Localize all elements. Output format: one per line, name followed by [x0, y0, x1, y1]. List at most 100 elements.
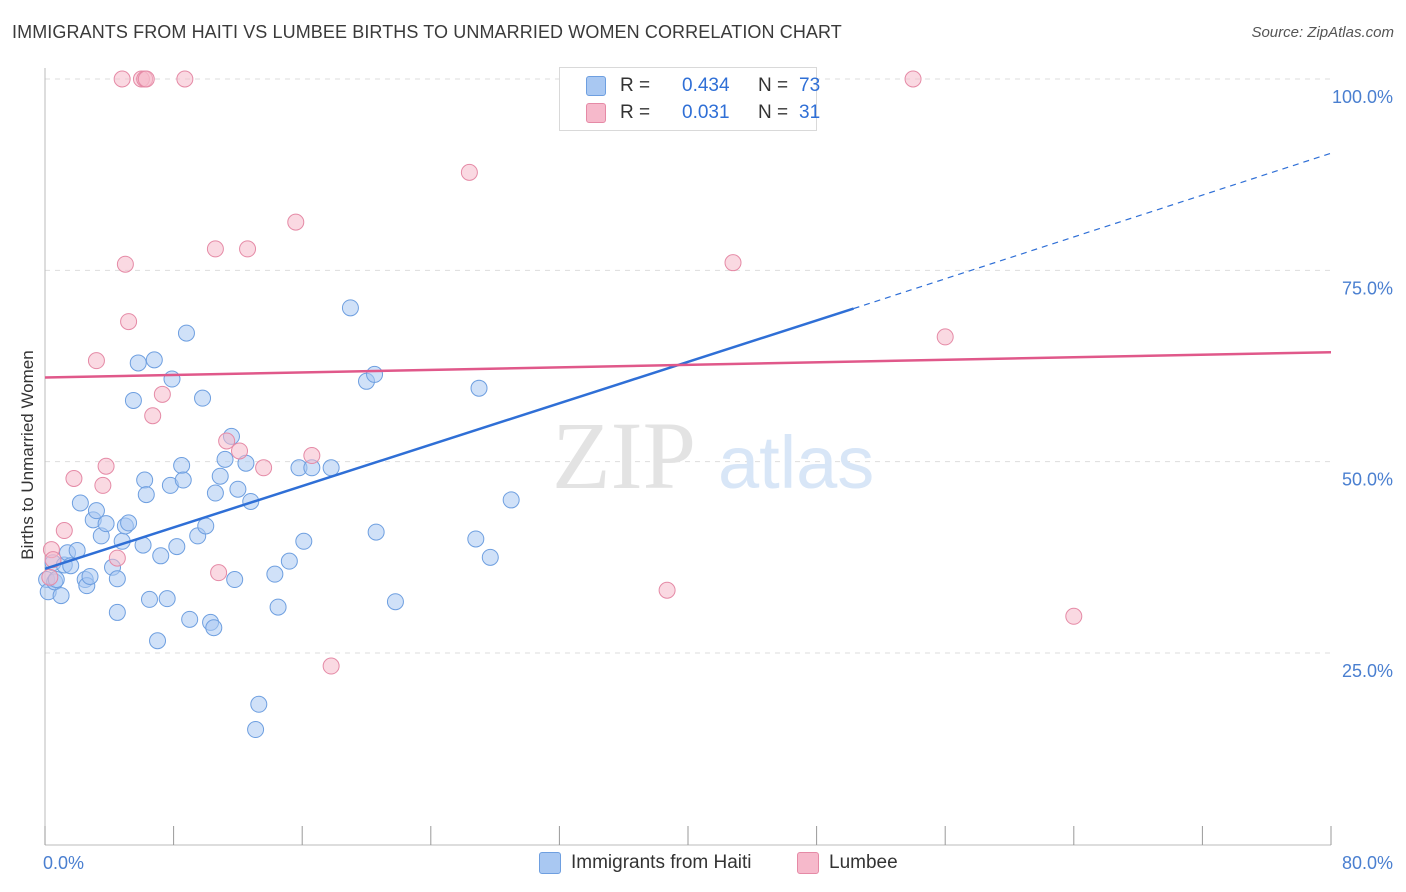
haiti-point — [197, 517, 215, 535]
haiti-point — [226, 571, 244, 589]
haiti-point — [168, 538, 186, 556]
r-value: 0.031 — [682, 102, 730, 123]
haiti-point — [173, 456, 191, 474]
lumbee-point — [936, 328, 954, 346]
haiti-trend-line — [44, 307, 854, 571]
lumbee-point — [120, 313, 138, 331]
haiti-point — [206, 484, 224, 502]
lumbee-point — [113, 70, 131, 88]
haiti-point — [152, 547, 170, 565]
trend-lines — [44, 152, 1332, 571]
legend-item-lumbee[interactable]: Lumbee — [797, 852, 898, 874]
r-label: R = — [620, 102, 651, 123]
n-label: N = — [758, 102, 789, 123]
haiti-point — [250, 695, 268, 713]
haiti-point — [158, 590, 176, 608]
y-tick-label: 50.0% — [1342, 470, 1393, 490]
haiti-point — [97, 515, 115, 533]
haiti-legend-swatch — [539, 852, 561, 874]
haiti-point — [87, 502, 105, 520]
haiti-point — [145, 351, 163, 369]
haiti-point — [229, 480, 247, 498]
lumbee-point — [206, 240, 224, 258]
lumbee-point — [108, 549, 126, 567]
haiti-point — [295, 532, 313, 550]
haiti-point — [341, 299, 359, 317]
r-label: R = — [620, 75, 651, 96]
lumbee-point — [137, 70, 155, 88]
n-label: N = — [758, 75, 789, 96]
lumbee-point — [41, 568, 59, 586]
haiti-point — [149, 632, 167, 650]
haiti-point — [266, 565, 284, 583]
lumbee-point — [322, 657, 340, 675]
lumbee-point — [65, 470, 83, 488]
haiti-point — [367, 523, 385, 541]
lumbee-point — [460, 163, 478, 181]
x-tick-label: 0.0% — [43, 853, 84, 873]
legend-label-lumbee: Lumbee — [829, 852, 898, 873]
haiti-point — [386, 593, 404, 611]
haiti-swatch — [586, 76, 606, 96]
legend-item-haiti[interactable]: Immigrants from Haiti — [539, 852, 752, 874]
watermark-atlas: atlas — [718, 421, 874, 504]
haiti-point — [322, 459, 340, 477]
lumbee-point — [144, 407, 162, 425]
watermark-zip: ZIP — [552, 402, 696, 509]
lumbee-point — [255, 459, 273, 477]
lumbee-point — [97, 457, 115, 475]
lumbee-point — [231, 442, 249, 460]
haiti-point — [81, 567, 99, 585]
lumbee-point — [904, 70, 922, 88]
axes — [44, 68, 1332, 846]
haiti-point — [467, 530, 485, 548]
r-value: 0.434 — [682, 75, 730, 96]
haiti-point — [120, 514, 138, 532]
haiti-point — [194, 389, 212, 407]
haiti-point — [163, 370, 181, 388]
haiti-point — [136, 471, 154, 489]
lumbee-point — [724, 254, 742, 272]
lumbee-point — [303, 447, 321, 465]
haiti-point — [502, 491, 520, 509]
tick-labels: 25.0% 50.0% 75.0% 100.0% 0.0% 80.0% — [43, 87, 1393, 873]
lumbee-point — [1065, 607, 1083, 625]
series-legend: Immigrants from Haiti Lumbee — [0, 852, 1406, 878]
haiti-point — [174, 471, 192, 489]
series-points — [38, 70, 1083, 739]
haiti-point — [216, 450, 234, 468]
lumbee-point — [87, 352, 105, 370]
lumbee-point — [287, 213, 305, 231]
haiti-point — [366, 365, 384, 383]
haiti-point — [269, 598, 287, 616]
haiti-point — [129, 354, 147, 372]
x-tick-label: 80.0% — [1342, 853, 1393, 873]
haiti-point — [470, 379, 488, 397]
lumbee-point — [176, 70, 194, 88]
source-label: Source: ZipAtlas.com — [1251, 24, 1394, 41]
haiti-point — [211, 467, 229, 485]
haiti-point — [108, 570, 126, 588]
lumbee-point — [94, 476, 112, 494]
haiti-point — [181, 610, 199, 628]
haiti-point — [71, 494, 89, 512]
lumbee-point — [239, 240, 257, 258]
chart-title: IMMIGRANTS FROM HAITI VS LUMBEE BIRTHS T… — [12, 22, 842, 42]
haiti-trend-extension — [853, 152, 1332, 310]
legend-label-haiti: Immigrants from Haiti — [571, 852, 752, 873]
haiti-point — [177, 324, 195, 342]
haiti-point — [140, 590, 158, 608]
haiti-point — [108, 603, 126, 621]
n-value: 31 — [799, 102, 821, 123]
haiti-point — [52, 587, 70, 605]
lumbee-swatch — [586, 103, 606, 123]
lumbee-trend-line — [44, 350, 1332, 379]
haiti-point — [481, 548, 499, 566]
n-value: 73 — [799, 75, 821, 96]
stats-legend: R = 0.434 N = 73 R = 0.031 N = 31 — [559, 67, 821, 131]
lumbee-point — [658, 581, 676, 599]
haiti-point — [280, 552, 298, 570]
lumbee-legend-swatch — [797, 852, 819, 874]
lumbee-point — [116, 255, 134, 273]
